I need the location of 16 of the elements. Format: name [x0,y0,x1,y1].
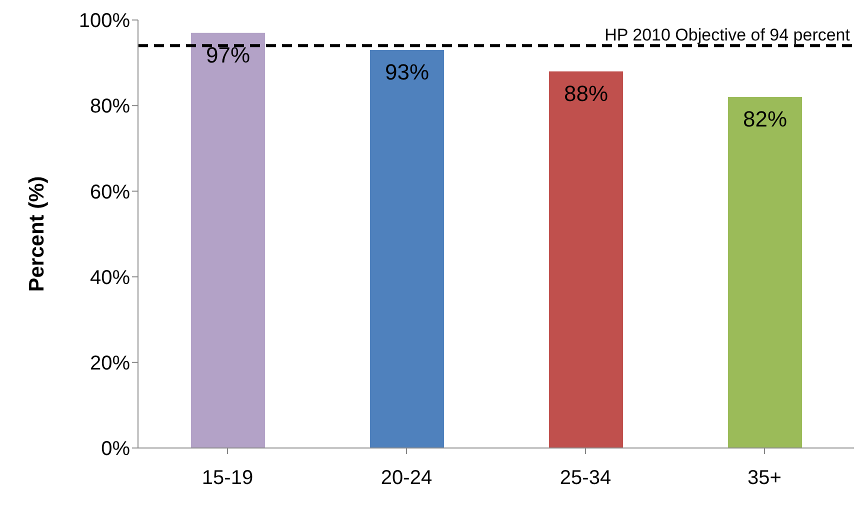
data-label: 97% [206,42,250,68]
data-label: 82% [742,106,788,132]
data-label: 93% [384,60,430,85]
data-label: 88% [564,80,608,106]
x-tick-label: 20-24 [380,467,432,490]
y-tick-label: 20% [90,352,130,374]
y-tick-label: 80% [90,96,130,118]
y-tick-label: 0% [101,438,130,460]
x-tick-label: 35+ [748,467,782,490]
y-tick-label: 40% [90,266,130,289]
ref-line-label: HP 2010 Objective of 94 percent [604,26,850,45]
x-tick-label: 15-19 [202,467,254,490]
y-axis-title: Percent (%) [25,176,48,292]
x-tick-label: 25-34 [560,467,612,490]
y-tick-label: 100% [78,10,130,32]
y-tick-label: 60% [90,181,130,204]
